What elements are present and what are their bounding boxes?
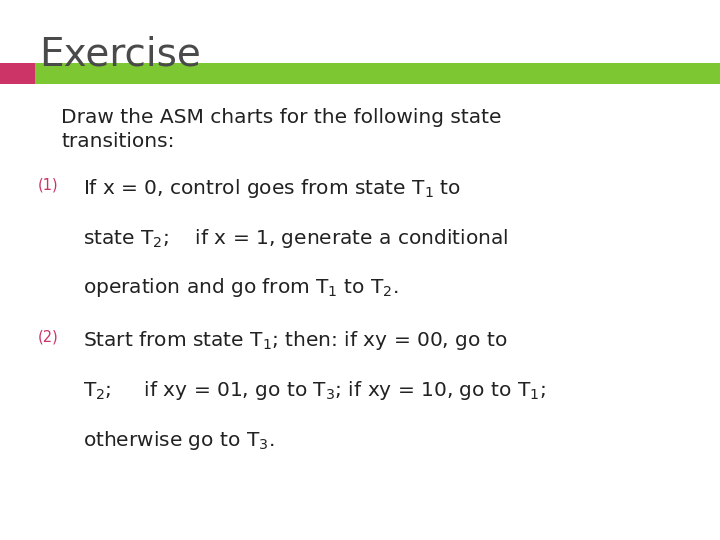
Text: otherwise go to T$_3$.: otherwise go to T$_3$. [83, 429, 274, 452]
Text: T$_2$;     if xy = 01, go to T$_3$; if xy = 10, go to T$_1$;: T$_2$; if xy = 01, go to T$_3$; if xy = … [83, 379, 545, 402]
Text: (2): (2) [37, 329, 58, 345]
Text: Exercise: Exercise [40, 35, 202, 73]
Text: state T$_2$;    if x = 1, generate a conditional: state T$_2$; if x = 1, generate a condit… [83, 227, 508, 250]
Text: (1): (1) [37, 177, 58, 192]
Bar [0, 63, 35, 84]
Text: operation and go from T$_1$ to T$_2$.: operation and go from T$_1$ to T$_2$. [83, 276, 398, 300]
Text: Start from state T$_1$; then: if xy = 00, go to: Start from state T$_1$; then: if xy = 00… [83, 329, 507, 353]
Text: If x = 0, control goes from state T$_1$ to: If x = 0, control goes from state T$_1$ … [83, 177, 461, 200]
Text: Draw the ASM charts for the following state
transitions:: Draw the ASM charts for the following st… [61, 108, 502, 151]
Bar [35, 63, 720, 84]
